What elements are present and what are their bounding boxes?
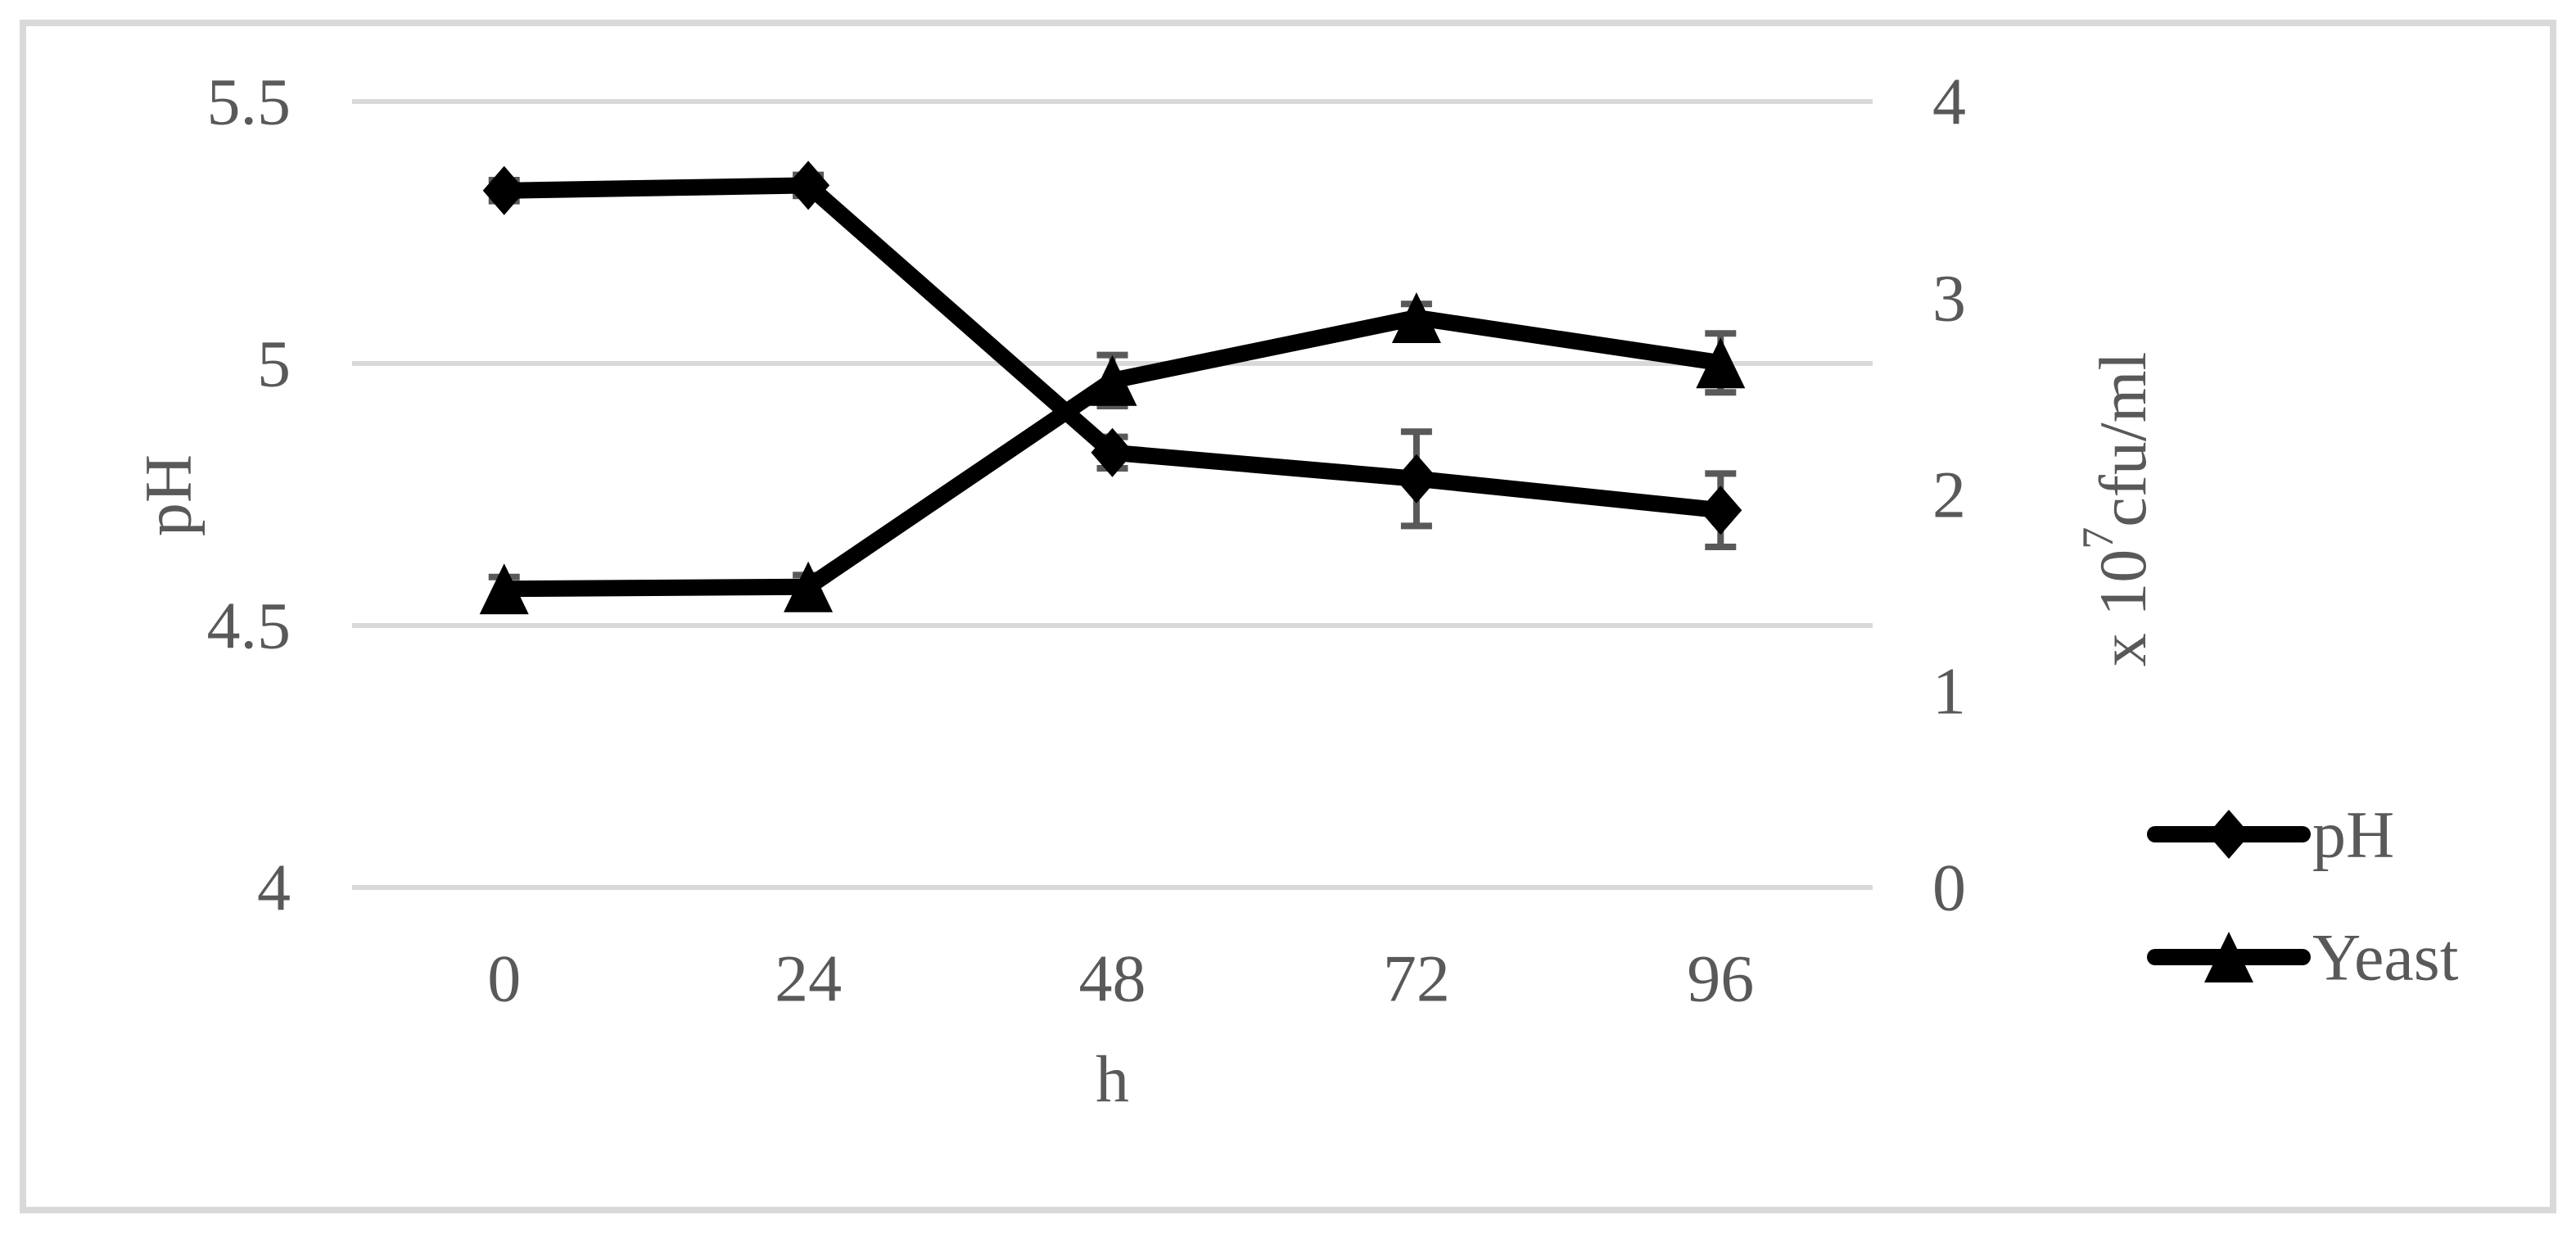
- x-axis-tick-label: 48: [1079, 942, 1146, 1016]
- ph-marker-diamond: [1394, 454, 1438, 504]
- yeast-marker-triangle: [479, 563, 529, 615]
- ph-marker-diamond: [1091, 427, 1134, 477]
- ph-marker-diamond: [1699, 486, 1742, 535]
- x-axis-tick-label: 24: [775, 942, 842, 1016]
- x-axis-title: h: [1096, 1042, 1129, 1117]
- left-axis-tick-label: 5.5: [207, 65, 291, 139]
- legend-group: pH Yeast: [2147, 797, 2459, 995]
- legend-label: Yeast: [2312, 920, 2459, 995]
- yeast-marker-triangle: [1087, 355, 1137, 406]
- x-axis-tick-label: 72: [1383, 942, 1450, 1016]
- legend-label: pH: [2312, 797, 2394, 872]
- right-axis-tick-label: 3: [1932, 261, 1966, 336]
- axis-titles-group: pH h x 107cfu/ml: [131, 352, 2160, 1117]
- ph-marker-diamond: [787, 160, 830, 210]
- left-axis-tick-label: 4: [257, 851, 291, 925]
- yeast-marker-triangle: [1391, 292, 1441, 343]
- yeast-marker-triangle: [1696, 337, 1746, 389]
- right-axis-tick-label: 1: [1932, 654, 1966, 729]
- right-axis-title: x 107cfu/ml: [2073, 352, 2160, 667]
- x-axis-tick-label: 0: [487, 942, 521, 1016]
- left-axis-tick-label: 5: [257, 327, 291, 401]
- figure-border: [20, 20, 2556, 1213]
- legend-entry-ph: pH: [2147, 797, 2394, 872]
- axis-tick-labels-group: 5.5 5 4.5 4 4 3 2 1 0 0 24 48 72 96: [207, 65, 1967, 1016]
- legend-entry-yeast: Yeast: [2147, 920, 2459, 995]
- gridlines-group: [352, 99, 1873, 890]
- yeast-marker-triangle: [784, 561, 834, 612]
- left-axis-title: pH: [131, 454, 206, 536]
- chart-border-group: [20, 20, 2556, 1213]
- series-markers-group: [479, 160, 1746, 615]
- left-axis-tick-label: 4.5: [207, 589, 291, 663]
- right-axis-tick-label: 2: [1932, 458, 1966, 532]
- right-axis-tick-label: 0: [1932, 851, 1966, 925]
- legend-diamond-marker-icon: [2208, 810, 2250, 859]
- legend-triangle-marker-icon: [2204, 932, 2253, 982]
- x-axis-tick-label: 96: [1687, 942, 1754, 1016]
- ph-marker-diamond: [482, 165, 526, 215]
- right-axis-tick-label: 4: [1932, 65, 1966, 139]
